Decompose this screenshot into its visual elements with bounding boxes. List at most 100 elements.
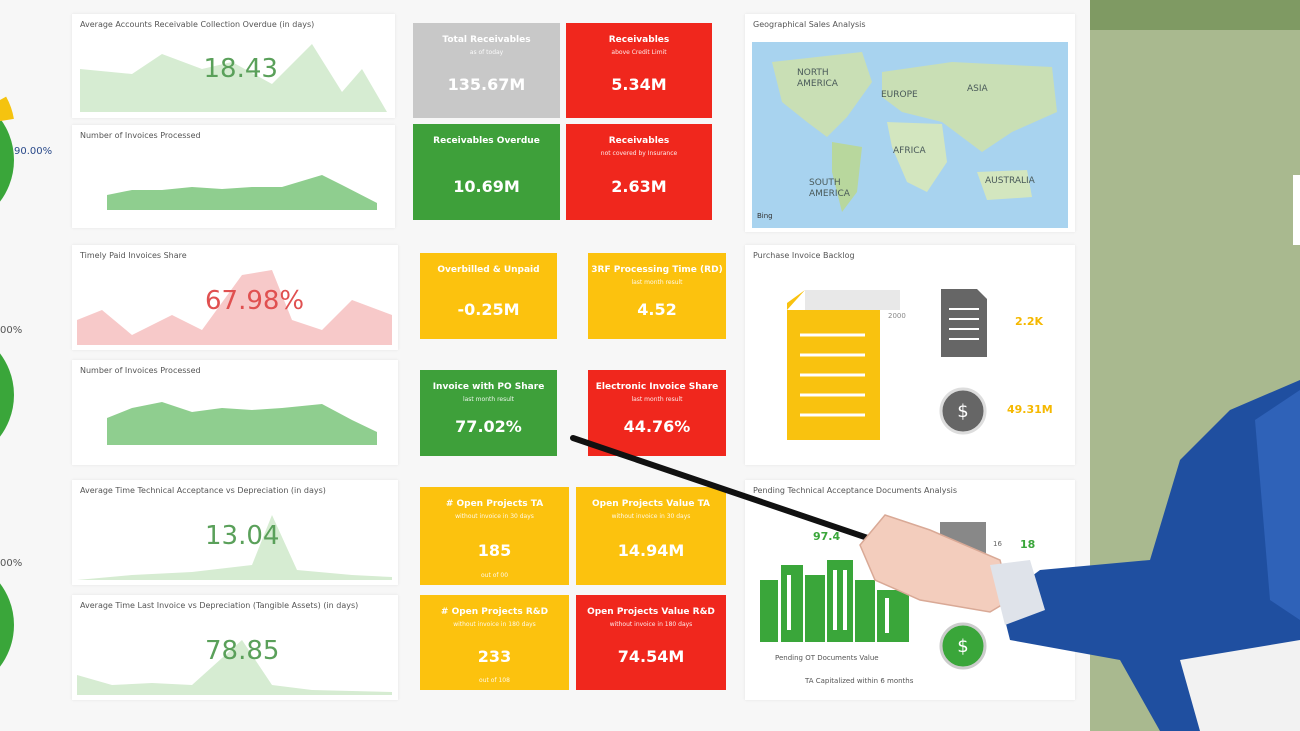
tile-subtitle: not covered by Insurance [600, 150, 678, 157]
tile-subtitle: without invoice in 30 days [455, 513, 534, 520]
tile-title: # Open Projects TA [445, 499, 544, 509]
gauge [0, 583, 14, 667]
kpi-card: Average Time Technical Acceptance vs Dep… [72, 480, 398, 585]
tile-footnote: out of 00 [480, 572, 509, 579]
gauge-label: 90.00% [14, 146, 53, 157]
kpi-tile: Receivables not covered by Insurance 2.63M [566, 124, 712, 220]
tile-subtitle: above Credit Limit [611, 49, 667, 56]
tile-value: 77.02% [455, 417, 522, 437]
card-title: Average Time Last Invoice vs Depreciatio… [80, 601, 359, 610]
kpi-card: Timely Paid Invoices Share 67.98% [72, 245, 398, 350]
kpi-value: 2.2K [1015, 315, 1044, 328]
tile-subtitle: last month result [631, 279, 683, 286]
kpi-value: 49.31M [1007, 403, 1053, 416]
map-label: ASIA [967, 84, 988, 94]
pending-icons: $ [760, 522, 987, 670]
kpi-tile: Electronic Invoice Share last month resul… [588, 370, 726, 456]
map-label: SOUTH AMERICA [809, 178, 850, 199]
map-label: NORTH AMERICA [797, 68, 838, 89]
kpi-tile: Open Projects Value R&D without invoice i… [576, 595, 726, 690]
tile-title: # Open Projects R&D [440, 607, 549, 617]
sparkline-area [77, 270, 392, 345]
kpi-value: 16 [993, 540, 1002, 548]
tile-title: Receivables Overdue [433, 136, 540, 146]
backlog-card: Purchase Invoice Backlog $ 2000 2.2K 49.… [745, 245, 1075, 465]
map [752, 42, 1068, 228]
tile-value: 135.67M [447, 75, 526, 95]
sparkline [80, 44, 387, 112]
kpi-value: 97.4 [813, 530, 841, 543]
tile-title: Open Projects Value R&D [587, 607, 715, 617]
gauge-label: 00% [0, 558, 23, 569]
tile-value: 2.63M [611, 176, 667, 196]
sparkline-area [107, 402, 377, 445]
wall-strip [1090, 0, 1300, 30]
kpi-tile: # Open Projects R&D without invoice in 18… [420, 595, 569, 690]
kpi-value: 78.85 [205, 635, 280, 666]
sparkline [107, 175, 377, 210]
tile-value: 185 [477, 540, 512, 560]
card-title: Average Accounts Receivable Collection O… [80, 20, 315, 29]
kpi-tile: Receivables Overdue 10.69M [413, 124, 560, 220]
sparkline [77, 270, 392, 345]
map-label: EUROPE [881, 90, 918, 100]
tile-value: 44.76% [623, 417, 691, 437]
tile-subtitle: last month result [462, 396, 515, 403]
kpi-tile: 3RF Processing Time (RD) last month resul… [588, 253, 726, 339]
sparkline [77, 640, 392, 695]
tile-value: 233 [477, 647, 512, 667]
card-title: Purchase Invoice Backlog [753, 251, 855, 260]
tile-value: 14.94M [617, 540, 685, 560]
kpi-card: Average Accounts Receivable Collection O… [72, 14, 395, 118]
card-title: Pending Technical Acceptance Documents A… [753, 486, 958, 495]
caption: TA Capitalized within 6 months [805, 677, 914, 685]
backlog-icons: $ [787, 289, 987, 440]
kpi-value: 18 [1020, 538, 1036, 551]
axis-label: 2000 [888, 312, 906, 320]
gauge [0, 353, 14, 437]
tile-title: Overbilled & Unpaid [437, 265, 540, 275]
kpi-value: 13.04 [205, 520, 280, 551]
tile-subtitle: without invoice in 180 days [453, 621, 536, 628]
tile-title: Receivables [608, 35, 670, 45]
caption: Pending OT Documents Value [775, 654, 879, 662]
svg-text:$: $ [957, 401, 968, 422]
gauge-part [0, 96, 14, 122]
map-label: AUSTRALIA [985, 176, 1035, 186]
tile-footnote: out of 108 [479, 677, 510, 684]
sparkline [107, 402, 377, 445]
tile-title: 3RF Processing Time (RD) [591, 265, 723, 275]
gauges [0, 96, 14, 667]
tile-title: Receivables [608, 136, 670, 146]
tile-value: 10.69M [453, 176, 520, 196]
tile-title: Open Projects Value TA [592, 499, 710, 509]
gauge [0, 118, 14, 202]
sparkline-area [107, 175, 377, 210]
kpi-tile: Total Receivables as of today 135.67M [413, 23, 560, 118]
kpi-tile: Open Projects Value TA without invoice in… [576, 487, 726, 585]
sparkline-area [77, 640, 392, 695]
map-card: Geographical Sales Analysis NORTH AMERIC… [745, 14, 1075, 232]
kpi-value: 18.43 [203, 54, 278, 84]
card-title: Timely Paid Invoices Share [80, 251, 187, 260]
tile-value: 74.54M [617, 647, 685, 667]
tile-subtitle: without invoice in 180 days [609, 621, 693, 628]
card-title: Number of Invoices Processed [80, 131, 201, 140]
tile-value: 4.52 [637, 300, 677, 320]
card-title: Average Time Technical Acceptance vs Dep… [80, 486, 326, 495]
gauge-label: 00% [0, 325, 23, 336]
tile-subtitle: last month result [631, 396, 683, 403]
kpi-tile: Overbilled & Unpaid -0.25M [420, 253, 557, 339]
tile-subtitle: as of today [469, 49, 504, 56]
svg-text:$: $ [957, 636, 968, 657]
tile-value: -0.25M [457, 300, 520, 320]
kpi-tile: Receivables above Credit Limit 5.34M [566, 23, 712, 118]
card-title: Number of Invoices Processed [80, 366, 201, 375]
kpi-card: Number of Invoices Processed [72, 125, 395, 228]
tile-value: 5.34M [611, 75, 667, 95]
kpi-card: Average Time Last Invoice vs Depreciatio… [72, 595, 398, 700]
tile-title: Electronic Invoice Share [595, 382, 719, 392]
map-credit: Bing [757, 212, 773, 220]
